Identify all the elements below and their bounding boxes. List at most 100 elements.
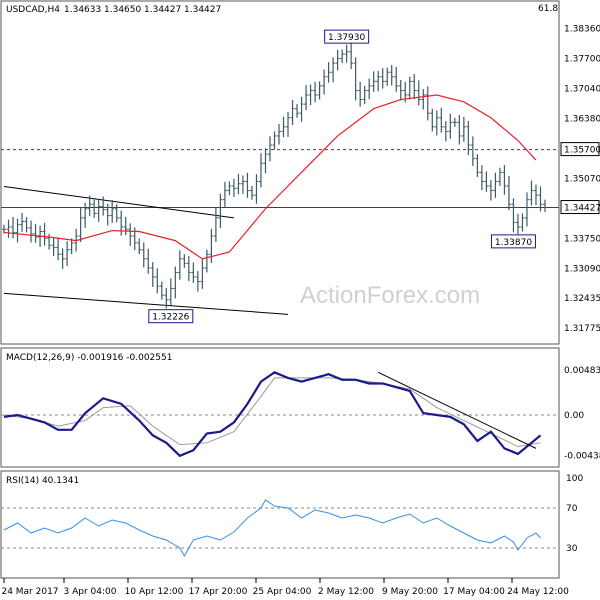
rsi-tick-label: 30 bbox=[566, 544, 578, 554]
price-bar bbox=[2, 224, 6, 234]
price-bar bbox=[281, 116, 286, 138]
price-plot: 1.37930 1.32226 1.33870 bbox=[1, 29, 559, 324]
price-annotation: 1.33870 bbox=[490, 234, 536, 249]
price-bar bbox=[349, 41, 354, 70]
axes: 1.38360 1.37700 1.37040 1.36380 1.35700 1.350… bbox=[1, 25, 600, 597]
price-bar bbox=[6, 219, 11, 238]
annotation-box bbox=[490, 234, 536, 249]
price-bar bbox=[371, 71, 376, 92]
macd-plot bbox=[1, 371, 559, 458]
price-bar bbox=[497, 167, 502, 187]
price-bar bbox=[83, 202, 88, 228]
price-bar bbox=[407, 76, 412, 100]
price-bar bbox=[65, 241, 70, 267]
price-bar bbox=[448, 113, 453, 139]
price-trendline bbox=[3, 292, 289, 315]
price-bar bbox=[137, 238, 142, 255]
price-bar bbox=[317, 81, 322, 100]
price-bar bbox=[105, 203, 110, 226]
time-tick-label: 9 May 20:00 bbox=[382, 587, 438, 597]
moving-average-line bbox=[3, 94, 537, 260]
price-bar bbox=[452, 117, 457, 127]
time-tick-label: 17 Apr 20:00 bbox=[189, 587, 248, 597]
price-bar bbox=[295, 104, 300, 118]
price-bar bbox=[304, 84, 309, 111]
price-bar bbox=[150, 262, 155, 288]
rsi-panel bbox=[0, 470, 560, 579]
price-bar bbox=[42, 222, 47, 246]
price-bar bbox=[362, 85, 367, 105]
macd-signal-line bbox=[3, 377, 541, 448]
price-bar bbox=[529, 180, 534, 206]
price-bar bbox=[367, 78, 372, 100]
price-bar bbox=[164, 287, 169, 309]
price-bar bbox=[11, 216, 16, 239]
price-bar bbox=[177, 250, 182, 280]
annotation-label: 1.33870 bbox=[495, 238, 532, 248]
price-bar bbox=[353, 57, 358, 101]
price-bar bbox=[484, 171, 489, 192]
price-bar bbox=[286, 111, 291, 137]
price-bar bbox=[213, 207, 218, 242]
rsi-title: RSI(14) 40.1341 bbox=[6, 476, 79, 486]
macd-tick-label: 0.00 bbox=[564, 411, 584, 421]
price-bar bbox=[430, 108, 435, 132]
price-bar bbox=[141, 242, 146, 268]
price-bar bbox=[222, 181, 227, 207]
time-tick-label: 24 May 12:00 bbox=[507, 587, 569, 597]
price-bar bbox=[204, 249, 209, 273]
price-bar bbox=[313, 81, 318, 103]
price-bar bbox=[96, 199, 101, 222]
price-bar bbox=[191, 262, 196, 283]
price-bar bbox=[258, 153, 263, 188]
price-bar bbox=[277, 124, 282, 145]
price-bar bbox=[380, 68, 385, 89]
price-bar bbox=[457, 115, 462, 145]
price-tick-label: 1.38360 bbox=[564, 25, 600, 35]
price-bar bbox=[240, 175, 245, 194]
price-bar bbox=[290, 100, 295, 126]
price-bar bbox=[439, 107, 444, 133]
header-low: 1.34427 bbox=[144, 5, 181, 15]
time-tick-label: 3 Apr 04:00 bbox=[64, 587, 117, 597]
price-bar bbox=[299, 96, 304, 122]
price-tick-box bbox=[560, 200, 600, 215]
price-bar bbox=[114, 204, 119, 223]
time-tick-label: 2 May 12:00 bbox=[318, 587, 374, 597]
price-tick-label: 1.34427 bbox=[564, 204, 600, 214]
price-bar bbox=[470, 136, 475, 166]
macd-panel bbox=[0, 347, 560, 468]
price-bar bbox=[200, 259, 205, 289]
price-bar bbox=[443, 120, 448, 142]
header-high: 1.34650 bbox=[104, 5, 141, 15]
price-bar bbox=[29, 220, 34, 243]
price-tick-label: 1.37040 bbox=[564, 85, 600, 95]
price-bar bbox=[231, 178, 236, 197]
header-corner-value: 61.8 bbox=[538, 4, 558, 14]
macd-trendline bbox=[377, 371, 537, 449]
price-bar bbox=[78, 207, 83, 242]
price-bar bbox=[331, 57, 336, 83]
price-bar bbox=[51, 237, 56, 257]
price-bar bbox=[394, 66, 399, 92]
price-bar bbox=[344, 44, 349, 63]
price-bar bbox=[475, 154, 480, 177]
time-tick-label: 24 Mar 2017 bbox=[1, 587, 58, 597]
macd-tick-label: -0.004381 bbox=[564, 452, 600, 462]
header-close: 1.34427 bbox=[184, 5, 221, 15]
price-bar bbox=[412, 74, 417, 100]
price-bar bbox=[227, 181, 232, 196]
price-bar bbox=[479, 165, 484, 191]
macd-line bbox=[3, 371, 542, 458]
rsi-tick-label: 70 bbox=[566, 504, 578, 514]
price-bar bbox=[376, 70, 381, 92]
price-bar bbox=[182, 254, 187, 268]
price-bar bbox=[69, 238, 74, 255]
price-trendline bbox=[3, 185, 234, 219]
price-tick-label: 1.33750 bbox=[564, 234, 600, 244]
price-bar bbox=[520, 213, 525, 232]
price-bar bbox=[168, 278, 173, 306]
price-bar bbox=[101, 196, 106, 216]
macd-tick-label: 0.004839 bbox=[564, 366, 600, 376]
